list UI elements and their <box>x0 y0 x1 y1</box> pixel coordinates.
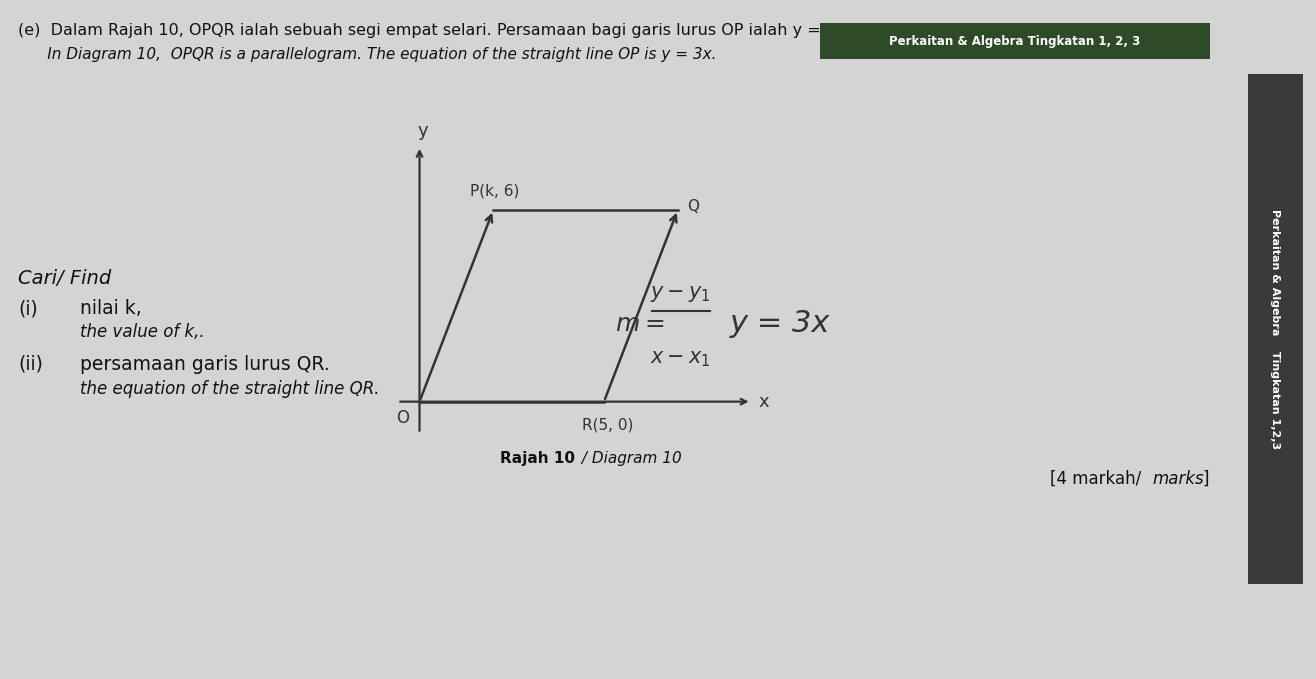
Text: P(k, 6): P(k, 6) <box>470 184 520 199</box>
Text: y = 3x: y = 3x <box>730 310 830 339</box>
Text: Perkaitan & Algebra    Tingkatan 1,2,3: Perkaitan & Algebra Tingkatan 1,2,3 <box>1270 209 1280 449</box>
Text: $y - y_1$: $y - y_1$ <box>650 284 711 304</box>
Text: Cari/ Find: Cari/ Find <box>18 270 112 289</box>
Text: persamaan garis lurus QR.: persamaan garis lurus QR. <box>80 354 330 373</box>
Text: $m =$: $m =$ <box>615 312 665 336</box>
Text: $x - x_1$: $x - x_1$ <box>650 349 711 369</box>
Text: / Diagram 10: / Diagram 10 <box>576 452 682 466</box>
Text: Rajah 10: Rajah 10 <box>500 452 575 466</box>
Text: Perkaitan & Algebra Tingkatan 1, 2, 3: Perkaitan & Algebra Tingkatan 1, 2, 3 <box>890 35 1141 48</box>
Text: marks: marks <box>1152 470 1204 488</box>
FancyBboxPatch shape <box>1248 74 1303 584</box>
Text: (ii): (ii) <box>18 354 43 373</box>
Text: Q: Q <box>687 199 699 214</box>
Text: R(5, 0): R(5, 0) <box>582 418 633 433</box>
Text: the equation of the straight line QR.: the equation of the straight line QR. <box>80 380 379 398</box>
FancyBboxPatch shape <box>820 23 1209 59</box>
Text: y: y <box>418 122 429 140</box>
Text: In Diagram 10,  OPQR is a parallelogram. The equation of the straight line OP is: In Diagram 10, OPQR is a parallelogram. … <box>18 48 716 62</box>
Text: (i): (i) <box>18 299 38 318</box>
Text: ]: ] <box>1202 470 1208 488</box>
Text: nilai k,: nilai k, <box>80 299 142 318</box>
Text: x: x <box>759 392 770 411</box>
Text: [4 markah/: [4 markah/ <box>1050 470 1141 488</box>
Text: (e)  Dalam Rajah 10, OPQR ialah sebuah segi empat selari. Persamaan bagi garis l: (e) Dalam Rajah 10, OPQR ialah sebuah se… <box>18 24 850 39</box>
Text: the value of k,.: the value of k,. <box>80 323 204 341</box>
Text: O: O <box>396 409 409 426</box>
